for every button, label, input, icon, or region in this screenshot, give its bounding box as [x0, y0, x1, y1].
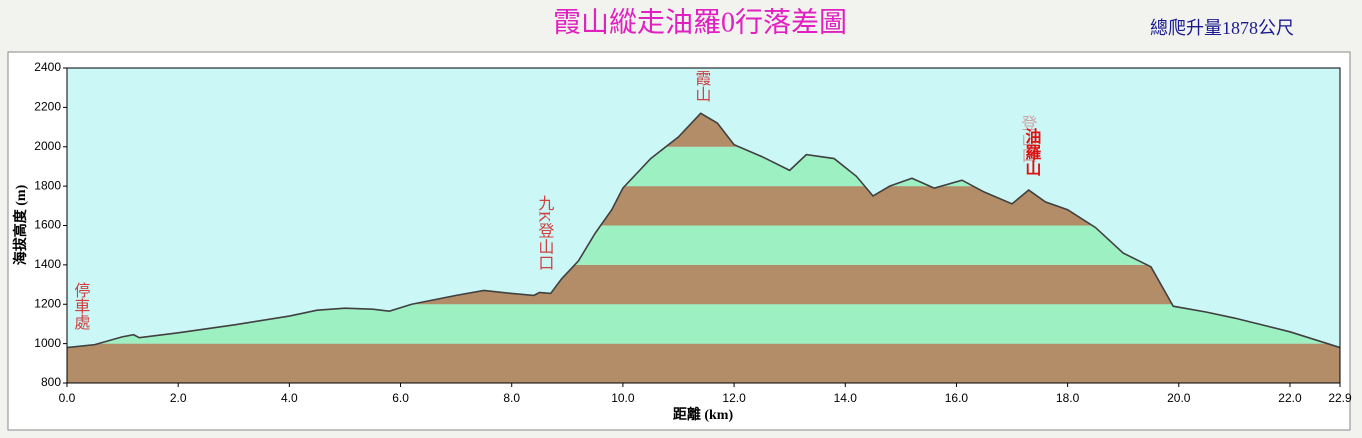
x-axis-label: 距離 (km) — [673, 406, 734, 423]
x-tick-label: 2.0 — [170, 391, 187, 405]
header — [0, 0, 1362, 50]
chart-title: 霞山縱走油羅0行落差圖 — [553, 6, 847, 38]
x-tick-label: 22.9 — [1328, 391, 1352, 405]
y-tick-label: 2000 — [34, 139, 61, 153]
annotation: 九K登山口 — [535, 195, 554, 271]
x-tick-label: 10.0 — [611, 391, 635, 405]
x-tick-label: 14.0 — [834, 391, 858, 405]
annotation: 霞山 — [692, 70, 710, 102]
x-tick-label: 18.0 — [1056, 391, 1080, 405]
total-climb: 總爬升量1878公尺 — [1150, 18, 1294, 38]
y-tick-label: 1600 — [34, 218, 61, 232]
elevation-band — [67, 343, 1340, 383]
y-tick-label: 1000 — [34, 336, 61, 350]
x-tick-label: 16.0 — [945, 391, 969, 405]
y-tick-label: 1400 — [34, 257, 61, 271]
x-tick-label: 6.0 — [392, 391, 409, 405]
x-tick-label: 12.0 — [722, 391, 746, 405]
annotation: 油羅山 — [1022, 127, 1041, 176]
x-tick-label: 8.0 — [503, 391, 520, 405]
x-tick-label: 4.0 — [281, 391, 298, 405]
y-tick-label: 1800 — [34, 178, 61, 192]
profile-line — [66, 112, 1341, 349]
y-tick-label: 800 — [41, 375, 61, 389]
y-axis-label: 海拔高度 (m) — [12, 184, 29, 265]
x-tick-label: 22.0 — [1278, 391, 1302, 405]
y-tick-label: 1200 — [34, 296, 61, 310]
x-tick-label: 20.0 — [1167, 391, 1191, 405]
y-tick-label: 2400 — [34, 60, 61, 74]
x-tick-label: 0.0 — [59, 391, 76, 405]
annotation: 停車處 — [71, 282, 90, 331]
annotation: 登山口 — [1018, 115, 1037, 163]
y-tick-label: 2200 — [34, 100, 61, 114]
